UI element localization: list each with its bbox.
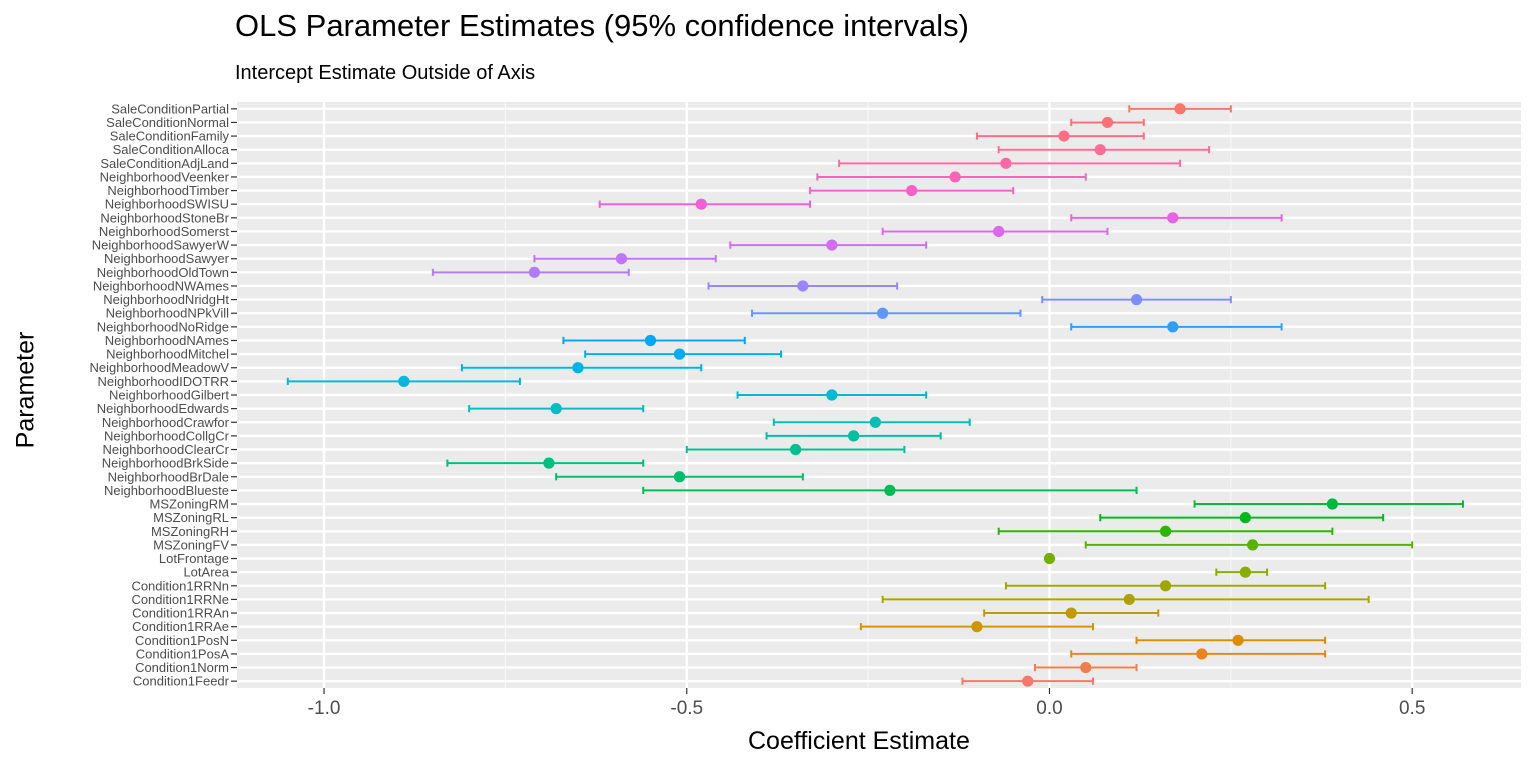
y-tick-label: NeighborhoodCrawfor [102, 415, 230, 430]
estimate-point [1123, 593, 1135, 606]
x-tick-label: -0.5 [670, 698, 703, 719]
y-tick-label: NeighborhoodSWISU [105, 197, 229, 212]
y-tick-label: NeighborhoodSomerst [99, 224, 229, 239]
y-tick-label: SaleConditionFamily [110, 129, 230, 144]
y-tick-label: Condition1PosN [135, 633, 229, 648]
y-tick-label: NeighborhoodSawyer [104, 251, 230, 266]
estimate-point [398, 375, 410, 387]
y-tick-label: MSZoningRL [153, 510, 229, 525]
estimate-point [550, 403, 562, 415]
estimate-point [826, 239, 838, 251]
y-tick-label: MSZoningRM [150, 497, 229, 512]
y-tick-label: LotFrontage [159, 551, 229, 566]
y-tick-label: NeighborhoodGilbert [109, 388, 229, 403]
estimate-point [543, 457, 555, 469]
estimate-point [949, 171, 961, 183]
estimate-point [1130, 294, 1143, 306]
y-tick-label: Condition1RRAn [132, 606, 229, 621]
estimate-point [673, 348, 686, 360]
estimate-point [1232, 634, 1244, 646]
estimate-point [1159, 580, 1172, 592]
estimate-point [1246, 539, 1259, 551]
estimate-point [826, 389, 838, 401]
estimate-point [695, 198, 707, 210]
x-axis: -1.0 -0.5 0.0 0.5 [308, 688, 1425, 719]
estimate-point [644, 334, 657, 347]
y-tick-label: NeighborhoodMitchel [106, 347, 229, 362]
x-tick-label: 0.0 [1036, 698, 1062, 719]
estimate-point [1239, 566, 1251, 578]
estimate-point [1101, 116, 1114, 129]
y-tick-label: NeighborhoodVeenker [100, 169, 230, 184]
estimate-point [1174, 103, 1186, 115]
estimate-point [673, 471, 686, 483]
y-tick-label: MSZoningRH [151, 524, 229, 539]
estimate-point [1239, 512, 1251, 524]
estimate-point [877, 307, 889, 319]
estimate-point [1167, 212, 1179, 224]
chart-subtitle: Intercept Estimate Outside of Axis [235, 62, 536, 84]
y-tick-label: NeighborhoodIDOTRR [97, 374, 229, 389]
estimate-point [993, 225, 1005, 238]
estimate-point [884, 484, 896, 496]
chart-title: OLS Parameter Estimates (95% confidence … [235, 8, 969, 43]
estimate-points [398, 103, 1338, 687]
y-tick-label: NeighborhoodStoneBr [100, 210, 229, 225]
y-tick-label: SaleConditionNormal [106, 115, 229, 130]
y-tick-label: NeighborhoodOldTown [97, 265, 229, 280]
y-tick-label: NeighborhoodEdwards [97, 401, 230, 416]
y-tick-label: SaleConditionAlloca [113, 142, 230, 157]
y-tick-label: NeighborhoodClearCr [103, 442, 230, 457]
y-tick-label: Condition1PosA [136, 646, 230, 661]
estimate-point [1058, 130, 1070, 142]
y-tick-label: LotArea [183, 565, 229, 580]
y-tick-label: NeighborhoodNWAmes [93, 278, 230, 293]
y-tick-label: SaleConditionPartial [111, 101, 229, 116]
y-tick-label: Condition1RRNe [131, 592, 229, 607]
estimate-point [906, 184, 918, 197]
estimate-point [615, 253, 628, 265]
estimate-point [971, 621, 983, 633]
estimate-point [1094, 144, 1106, 156]
y-tick-label: NeighborhoodCollgCr [104, 428, 230, 443]
estimate-point [1022, 675, 1034, 687]
estimate-point [1326, 498, 1338, 510]
estimate-point [1065, 607, 1077, 619]
estimate-point [1167, 321, 1179, 333]
y-tick-label: Condition1Feedr [133, 674, 230, 689]
y-tick-label: NeighborhoodBrDale [108, 469, 229, 484]
y-tick-label: NeighborhoodNAmes [105, 333, 230, 348]
y-tick-label: NeighborhoodBrkSide [102, 456, 229, 471]
x-tick-label: 0.5 [1399, 698, 1425, 719]
x-tick-label: -1.0 [308, 698, 341, 719]
estimate-point [848, 430, 860, 442]
y-tick-label: Condition1RRAe [132, 619, 229, 634]
y-tick-label: Condition1Norm [135, 660, 229, 675]
estimate-point [572, 362, 584, 374]
y-axis: Condition1FeedrCondition1NormCondition1P… [90, 101, 237, 689]
y-tick-label: MSZoningFV [153, 537, 229, 552]
y-tick-label: NeighborhoodNoRidge [97, 319, 229, 334]
estimate-point [1043, 552, 1056, 565]
x-axis-title: Coefficient Estimate [748, 727, 970, 755]
y-tick-label: NeighborhoodNridgHt [103, 292, 229, 307]
y-tick-label: Condition1RRNn [131, 578, 229, 593]
y-tick-label: NeighborhoodTimber [107, 183, 229, 198]
y-tick-label: NeighborhoodBlueste [104, 483, 229, 498]
estimate-point [1000, 157, 1012, 169]
estimate-point [789, 443, 802, 456]
estimate-point [1196, 648, 1208, 660]
estimate-point [797, 280, 809, 292]
estimate-point [1159, 525, 1172, 537]
y-tick-label: NeighborhoodSawyerW [92, 238, 230, 253]
estimate-point [1080, 661, 1092, 674]
y-tick-label: NeighborhoodMeadowV [90, 360, 230, 375]
y-tick-label: NeighborhoodNPkVill [106, 306, 229, 321]
y-tick-label: SaleConditionAdjLand [100, 156, 229, 171]
estimate-point [869, 416, 881, 428]
estimate-point [528, 266, 541, 278]
